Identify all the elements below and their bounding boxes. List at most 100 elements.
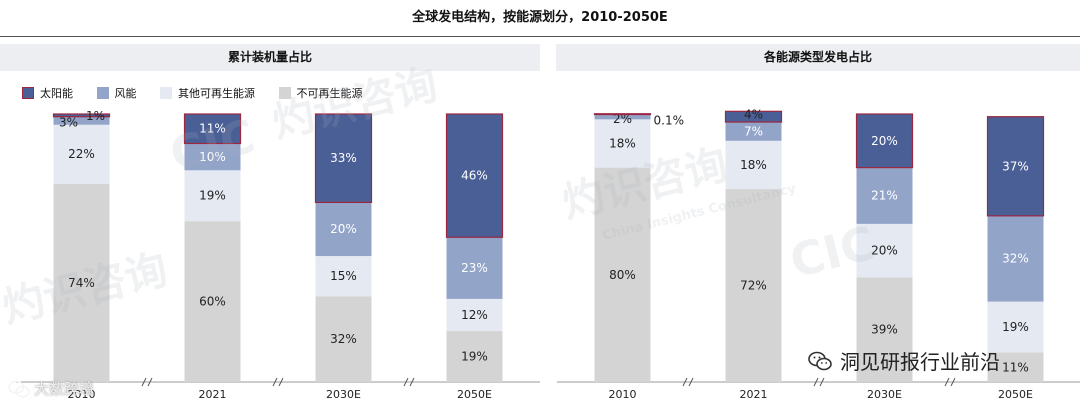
bar-segment — [183, 113, 242, 145]
axis-break — [403, 377, 409, 387]
legend-swatch-wind — [96, 87, 109, 99]
x-tick-label: 2030E — [326, 388, 361, 401]
axis-break — [278, 377, 284, 387]
data-label: 19% — [199, 189, 226, 203]
panel-title-left: 累计装机量占比 — [0, 44, 540, 71]
legend: 太阳能 风能 其他可再生能源 不可再生能源 — [22, 85, 383, 101]
bar-segment — [53, 116, 110, 125]
x-tick-label: 2050E — [998, 388, 1033, 401]
corner-wechat-icon — [8, 380, 30, 397]
x-tick-label: 2021 — [740, 388, 768, 401]
axis-break — [682, 377, 688, 387]
data-label: 11% — [1002, 360, 1029, 374]
legend-item-other-renewable: 其他可再生能源 — [160, 85, 255, 101]
bar-segment — [725, 189, 782, 382]
bar-segment — [315, 296, 372, 382]
legend-swatch-non-renewable — [278, 87, 291, 99]
axis-break — [147, 377, 153, 387]
data-label: 32% — [330, 332, 357, 346]
axis-break — [141, 377, 147, 387]
data-label: 4% — [744, 107, 763, 121]
legend-swatch-other-renewable — [160, 87, 172, 99]
bar-segment — [446, 237, 503, 299]
data-label: 20% — [330, 222, 357, 236]
bar-segment — [725, 122, 782, 141]
bar-segment — [856, 277, 913, 382]
x-tick-label: 2010 — [68, 388, 96, 401]
data-label: 20% — [871, 134, 898, 148]
data-label: 80% — [609, 268, 636, 282]
bar-segment — [315, 256, 372, 297]
wechat-caption: 洞见研报行业前沿 — [808, 346, 1000, 375]
main-title: 全球发电结构，按能源划分，2010-2050E — [412, 10, 668, 25]
legend-label-non-renewable: 不可再生能源 — [296, 87, 363, 100]
legend-swatch-solar — [22, 87, 34, 99]
wechat-icon — [808, 351, 832, 370]
bar-segment — [53, 183, 110, 382]
bar-segment — [987, 352, 1044, 382]
bar-segment — [594, 167, 651, 382]
legend-label-wind: 风能 — [114, 87, 137, 100]
x-tick-label: 2021 — [199, 388, 227, 401]
legend-label-other-renewable: 其他可再生能源 — [178, 87, 255, 100]
data-label: 33% — [330, 151, 357, 165]
corner-caption: 大数跨境 — [8, 378, 94, 399]
axis-break — [819, 377, 825, 387]
legend-item-solar: 太阳能 — [22, 85, 73, 101]
chart-installed-capacity-share: 74% 22% 3% 1% 2010 60% 19% 10% 11% 2021 32% 15% 20% 3… — [16, 109, 540, 401]
bar-segment — [987, 215, 1044, 302]
data-label: 1% — [86, 109, 105, 123]
axis-break — [813, 377, 819, 387]
bar-segment — [593, 113, 652, 116]
bar-segment — [446, 331, 503, 382]
data-label: 7% — [744, 124, 763, 138]
x-tick-label: 2010 — [609, 388, 637, 401]
bar-segment — [314, 113, 373, 204]
chart-generation-share: 80% 18% 2% 0.1% 2010 72% 18% 7% 4% 2021 39% 20% 21% 2… — [557, 107, 1080, 401]
bar-segment — [446, 298, 503, 332]
panel-title-right: 各能源类型发电占比 — [556, 44, 1080, 71]
bar-segment — [856, 223, 913, 278]
legend-label-solar: 太阳能 — [40, 87, 73, 100]
wechat-caption-text: 洞见研报行业前沿 — [840, 350, 1000, 374]
bar-segment — [594, 119, 651, 168]
data-label: 11% — [199, 122, 226, 136]
axis-break — [688, 377, 694, 387]
bar-segment — [184, 143, 241, 171]
data-label: 19% — [461, 350, 488, 364]
data-label: 12% — [461, 308, 488, 322]
data-label: 39% — [871, 323, 898, 337]
data-label: 19% — [1002, 320, 1029, 334]
data-label: 3% — [59, 116, 78, 130]
bar-segment — [53, 124, 110, 184]
data-label: 37% — [1002, 159, 1029, 173]
data-label: 74% — [68, 276, 95, 290]
bar-segment — [52, 113, 111, 118]
data-label: 18% — [740, 158, 767, 172]
legend-item-wind: 风能 — [96, 85, 137, 101]
data-label: 32% — [1002, 252, 1029, 266]
data-label: 18% — [609, 136, 636, 150]
axis-break — [409, 377, 415, 387]
bar-segment — [856, 167, 913, 224]
data-label: 46% — [461, 169, 488, 183]
data-label: 2% — [613, 112, 632, 126]
bar-segment — [724, 110, 783, 123]
corner-caption-text: 大数跨境 — [34, 380, 95, 398]
data-label: 20% — [871, 244, 898, 258]
data-label: 22% — [68, 147, 95, 161]
data-label: 15% — [330, 269, 357, 283]
bar-segment — [987, 301, 1044, 353]
bar-segment — [725, 140, 782, 190]
bar-segment — [855, 113, 914, 169]
data-label: 60% — [199, 295, 226, 309]
data-label: 10% — [199, 150, 226, 164]
x-tick-label: 2030E — [867, 388, 902, 401]
axis-break — [950, 377, 956, 387]
data-label: 0.1% — [654, 114, 685, 128]
axis-break — [272, 377, 278, 387]
bar-segment — [184, 221, 241, 382]
bar-segment — [445, 113, 504, 238]
bar-segment — [184, 170, 241, 222]
data-label: 72% — [740, 279, 767, 293]
